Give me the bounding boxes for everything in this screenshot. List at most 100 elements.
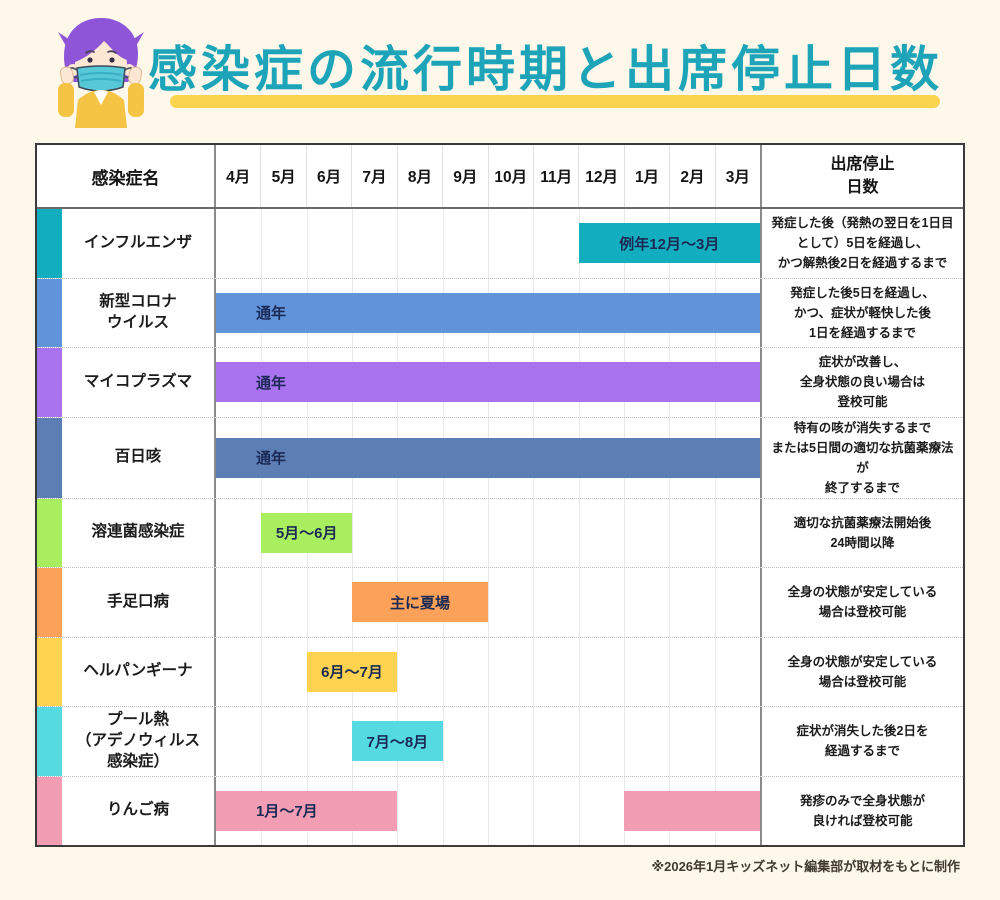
month-gridline [533, 707, 535, 776]
period-bar [624, 790, 760, 831]
month-gridline [261, 209, 263, 278]
months-area: 通年 [214, 278, 762, 347]
period-bar-label: 主に夏場 [389, 594, 450, 612]
period-bar-label: 5月〜6月 [275, 525, 338, 543]
disease-name-line: マイコプラズマ [83, 372, 193, 390]
disease-name: りんご病 [62, 777, 214, 846]
row-color-tab [37, 568, 62, 637]
row-color-tab [37, 417, 62, 498]
month-gridline [714, 707, 716, 776]
period-bar: 例年12月〜3月 [578, 223, 760, 264]
months-area: 通年 [214, 417, 762, 498]
month-gridline [624, 568, 625, 637]
disease-name-line: りんご病 [106, 801, 169, 819]
month-header-group: 4月 5月 6月 7月 8月 9月 10月 11月 12月 1月 2月 3月 [214, 145, 762, 207]
month-header-3: 7月 [351, 145, 396, 207]
month-header-5: 9月 [442, 145, 487, 207]
disease-name-line: ウイルス [106, 313, 169, 331]
month-gridline [714, 498, 716, 567]
month-header-2: 6月 [305, 145, 351, 207]
month-header-9: 1月 [623, 145, 669, 207]
table-row: ヘルパンギーナ 6月〜7月 全身の状態が安定している 場合は登校可能 [37, 636, 963, 707]
disease-name-line: 百日咳 [114, 448, 162, 466]
months-area: 1月〜7月 [214, 776, 762, 845]
disease-name-line: （アデノウィルス [75, 731, 200, 749]
suspension-text-line: かつ解熱後2日を経過するまで [777, 256, 948, 271]
suspension-days-header: 出席停止 日数 [762, 145, 963, 207]
month-gridline [533, 637, 535, 706]
month-gridline [488, 776, 489, 845]
month-gridline [397, 776, 399, 845]
disease-name: プール熱 （アデノウィルス 感染症） [62, 707, 214, 776]
suspension-text-line: 全身状態の良い場合は [799, 375, 925, 390]
suspension-text: 症状が消失した後2日を 経過するまで [762, 707, 963, 776]
credit-note: ※2026年1月キッズネット編集部が取材をもとに制作 [651, 859, 960, 874]
months-area: 7月〜8月 [214, 707, 762, 776]
month-gridline [488, 209, 489, 278]
months-area: 5月〜6月 [214, 498, 762, 567]
suspension-text-line: 登校可能 [837, 395, 888, 410]
disease-name: 新型コロナ ウイルス [62, 279, 214, 348]
period-bar: 5月〜6月 [261, 512, 352, 553]
table-row: 百日咳 通年 特有の咳が消失するまでまたは5日間の適切な抗菌薬療法が終了するまで [37, 416, 963, 498]
month-gridline [442, 637, 444, 706]
disease-name: マイコプラズマ [62, 348, 214, 417]
disease-name: インフルエンザ [62, 209, 214, 278]
row-color-tab [37, 637, 62, 706]
suspension-text-line: 症状が消失した後2日を [796, 724, 929, 739]
suspension-text-line: 場合は登校可能 [818, 674, 907, 689]
row-color-tab [37, 707, 62, 776]
month-gridline [488, 637, 489, 706]
disease-name: ヘルパンギーナ [62, 638, 214, 707]
month-gridline [488, 498, 489, 567]
disease-name: 手足口病 [62, 568, 214, 637]
suspension-text: 特有の咳が消失するまでまたは5日間の適切な抗菌薬療法が終了するまで [762, 418, 963, 498]
suspension-text-line: 全身の状態が安定している [787, 654, 938, 669]
table-row: マイコプラズマ 通年 症状が改善し、 全身状態の良い場合は 登校可能 [37, 347, 963, 417]
suspension-text-line: 終了するまで [824, 480, 900, 495]
suspension-text-line: 症状が改善し、 [818, 355, 907, 370]
month-gridline [306, 568, 308, 637]
table-row: 手足口病 主に夏場 全身の状態が安定している 場合は登校可能 [37, 567, 963, 637]
month-gridline [669, 568, 671, 637]
suspension-text: 症状が改善し、全身状態の良い場合は 登校可能 [762, 348, 963, 417]
suspension-text: 発疹のみで全身状態が 良ければ登校可能 [762, 777, 963, 846]
disease-name-line: インフルエンザ [83, 233, 193, 251]
month-gridline [714, 637, 716, 706]
month-gridline [488, 568, 489, 637]
months-area: 通年 [214, 348, 762, 417]
row-color-tab [37, 209, 62, 278]
month-gridline [578, 498, 580, 567]
month-gridline [578, 637, 580, 706]
month-gridline [397, 637, 399, 706]
month-gridline [442, 707, 444, 776]
period-bar-label: 通年 [256, 450, 287, 467]
suspension-text-line: かつ、症状が軽快した後 [793, 305, 931, 320]
table-row: 新型コロナ ウイルス 通年 発症した後5日を経過し、 かつ、症状が軽快した後 1日を経過す… [37, 277, 963, 348]
month-gridline [624, 707, 625, 776]
suspension-text-line: 良ければ登校可能 [812, 813, 913, 828]
suspension-text-line: として）5日を経過し、 [796, 236, 929, 251]
month-gridline [624, 637, 625, 706]
period-bar: 6月〜7月 [306, 651, 398, 692]
disease-name-line: 手足口病 [106, 592, 169, 610]
page-title: 感染症の流行時期と出席停止日数 [148, 43, 944, 97]
suspension-text-line: 1日を経過するまで [809, 325, 916, 340]
month-gridline [533, 776, 535, 845]
month-gridline [533, 568, 535, 637]
table-row: りんご病 1月〜7月 発疹のみで全身状態が 良ければ登校可能 [37, 775, 963, 846]
row-color-tab [37, 776, 62, 845]
suspension-text: 発症した後（発熱の翌日を1日目 として）5日を経過し、 かつ解熱後2日を経過するまで [762, 209, 963, 278]
period-bar: 主に夏場 [352, 582, 488, 623]
month-header-11: 3月 [714, 145, 760, 207]
suspension-text-line: 24時間以降 [830, 535, 895, 550]
months-area: 例年12月〜3月 [214, 209, 762, 278]
table-row: プール熱 （アデノウィルス 感染症） 7月〜8月 症状が消失した後2日を 経過するまで [37, 706, 963, 776]
suspension-text: 全身の状態が安定している 場合は登校可能 [762, 638, 963, 707]
suspension-text-line: 特有の咳が消失するまで [793, 420, 932, 435]
month-gridline [397, 209, 399, 278]
suspension-text-line: または5日間の適切な抗菌薬療法が [771, 440, 954, 475]
month-gridline [442, 209, 444, 278]
month-gridline [669, 498, 671, 567]
month-gridline [578, 776, 580, 845]
